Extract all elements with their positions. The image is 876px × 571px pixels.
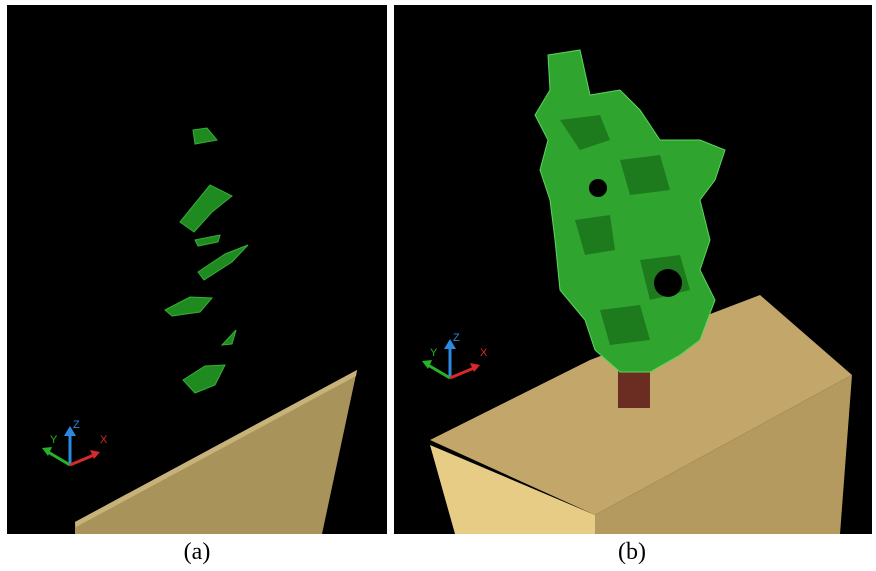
- axis-label: Y: [50, 434, 58, 446]
- axis-label: Y: [430, 347, 438, 359]
- axis-label: X: [480, 347, 488, 359]
- caption: (b): [618, 539, 646, 565]
- axis-label: Z: [73, 419, 80, 431]
- crown-gap: [654, 269, 682, 297]
- panel-b: Z Y X: [394, 5, 872, 534]
- trunk: [618, 368, 650, 408]
- caption: (a): [184, 539, 211, 565]
- axis-label: X: [100, 434, 108, 446]
- figure: Z Y X Z Y X: [0, 0, 876, 571]
- axis-label: Z: [453, 332, 460, 344]
- crown-gap: [589, 179, 607, 197]
- panel-a: Z Y X: [7, 5, 387, 534]
